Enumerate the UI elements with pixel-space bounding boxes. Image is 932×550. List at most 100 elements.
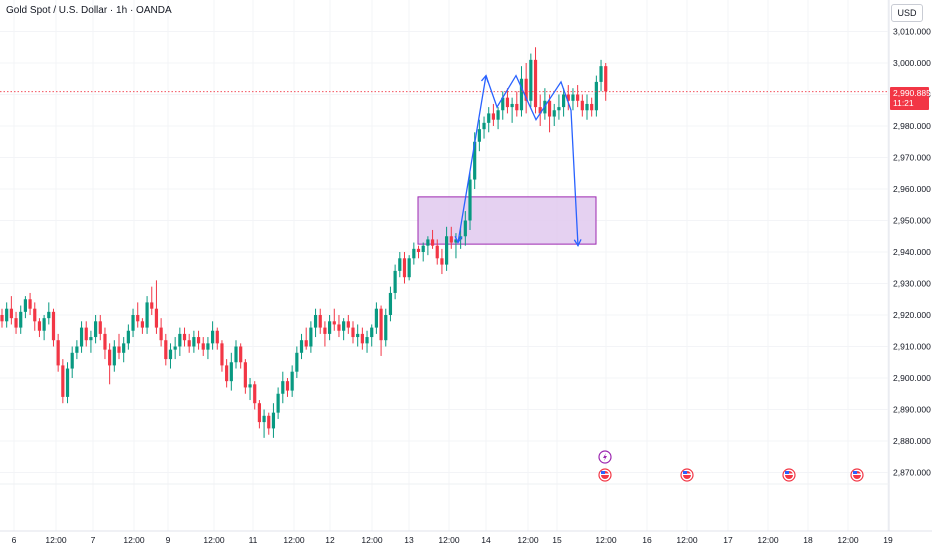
time-tick-label: 12:00 xyxy=(757,535,779,545)
candle xyxy=(374,302,378,334)
time-tick-label: 6 xyxy=(12,535,17,545)
candle xyxy=(360,327,364,350)
candle xyxy=(126,324,130,350)
candle-body xyxy=(430,239,435,246)
candle xyxy=(580,94,584,117)
candle-body xyxy=(496,110,500,120)
us-flag-icon[interactable] xyxy=(782,468,796,482)
candle-body xyxy=(557,107,561,111)
price-tick-label: 2,920.000 xyxy=(893,310,931,320)
candle-body xyxy=(487,113,491,123)
candle-body xyxy=(407,258,411,278)
candle-body xyxy=(351,327,355,338)
candle-body xyxy=(14,318,18,328)
time-axis[interactable]: 6 12:00 7 12:00 9 12:00 11 12:00 12 12:00 13 12:00 1… xyxy=(12,535,893,545)
candle-body xyxy=(220,343,224,366)
candle xyxy=(196,330,201,350)
candle xyxy=(14,311,18,334)
time-tick-label: 12:00 xyxy=(438,535,460,545)
candle xyxy=(65,362,70,404)
candle-body xyxy=(140,321,144,328)
us-flag-icon[interactable] xyxy=(680,468,694,482)
candle-body xyxy=(262,415,266,423)
candle-body xyxy=(510,103,514,108)
candle-body xyxy=(285,381,290,391)
symbol-title[interactable]: Gold Spot / U.S. Dollar · 1h · OANDA xyxy=(6,5,172,16)
candle-body xyxy=(5,308,9,322)
candle xyxy=(168,343,173,369)
currency-button[interactable]: USD xyxy=(891,4,923,22)
price-tick-label: 2,930.000 xyxy=(893,279,931,289)
candle-body xyxy=(370,327,374,338)
candle-body xyxy=(299,340,304,353)
candle xyxy=(239,343,243,369)
candle-body xyxy=(323,327,327,334)
time-tick-label: 14 xyxy=(481,535,491,545)
time-tick-label: 18 xyxy=(803,535,813,545)
candle xyxy=(435,239,439,265)
candles xyxy=(0,47,608,438)
time-tick-label: 12:00 xyxy=(123,535,145,545)
candle-body xyxy=(379,308,383,341)
candle xyxy=(346,315,350,334)
candle xyxy=(604,63,608,101)
time-tick-label: 9 xyxy=(166,535,171,545)
candle-body xyxy=(178,333,182,347)
candle-body xyxy=(248,384,252,388)
candle xyxy=(430,229,435,249)
candle xyxy=(0,308,4,328)
candle-body xyxy=(356,333,360,338)
time-tick-label: 16 xyxy=(642,535,652,545)
time-tick-label: 12:00 xyxy=(837,535,859,545)
time-tick-label: 13 xyxy=(404,535,414,545)
candle xyxy=(84,321,88,347)
candle xyxy=(211,321,215,350)
candle xyxy=(103,327,107,360)
us-flag-icon[interactable] xyxy=(850,468,864,482)
candle-body xyxy=(482,122,486,130)
us-flag-icon[interactable] xyxy=(598,468,612,482)
candle-body xyxy=(23,299,27,312)
candle xyxy=(201,337,205,356)
candle xyxy=(276,387,280,419)
candle-body xyxy=(529,59,533,101)
us-flag-icon-canton xyxy=(601,471,605,474)
grid-lines xyxy=(0,0,889,531)
candle xyxy=(328,315,332,341)
candle-body xyxy=(234,346,238,363)
candle-body xyxy=(28,299,32,309)
candle xyxy=(192,330,196,353)
candle xyxy=(416,245,421,259)
candle-body xyxy=(421,245,425,252)
candle xyxy=(370,324,374,347)
candle-body xyxy=(416,248,421,252)
candle-body xyxy=(267,415,271,429)
us-flag-icon-band xyxy=(785,473,793,475)
candle xyxy=(566,85,570,111)
candle-body xyxy=(524,78,528,101)
candle-body xyxy=(304,340,308,347)
candle-body xyxy=(154,308,159,328)
arrowhead-end xyxy=(573,239,582,248)
candle-body xyxy=(402,258,407,278)
lightning-icon[interactable] xyxy=(598,450,612,464)
candle xyxy=(412,242,416,265)
candle xyxy=(140,318,144,334)
time-tick-label: 12:00 xyxy=(676,535,698,545)
event-markers[interactable] xyxy=(598,450,864,482)
candle xyxy=(351,321,355,344)
candle xyxy=(365,330,369,353)
candle-body xyxy=(309,327,313,347)
candle-body xyxy=(412,248,416,259)
candle-body xyxy=(384,315,388,341)
candle xyxy=(337,315,341,338)
candle-body xyxy=(89,337,93,341)
supply-demand-zone[interactable] xyxy=(417,196,597,245)
us-flag-icon-band xyxy=(683,473,691,475)
price-tick-label: 2,980.000 xyxy=(893,121,931,131)
candle-body xyxy=(449,236,453,243)
candle-body xyxy=(276,393,280,413)
candle xyxy=(356,324,360,347)
candle-body xyxy=(477,129,481,142)
